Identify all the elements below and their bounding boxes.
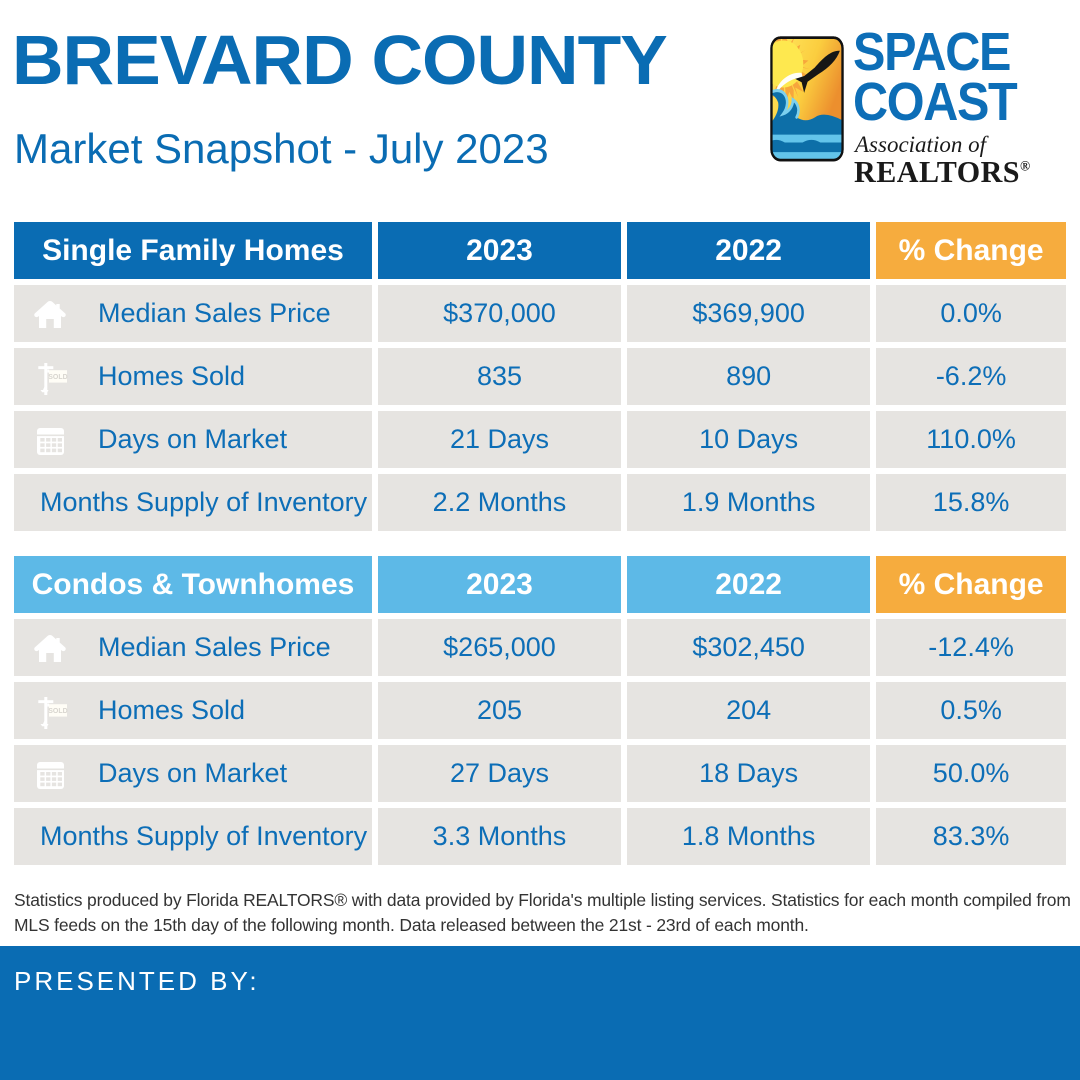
svg-text:SOLD: SOLD	[48, 708, 67, 715]
svg-text:SOLD: SOLD	[48, 374, 67, 381]
